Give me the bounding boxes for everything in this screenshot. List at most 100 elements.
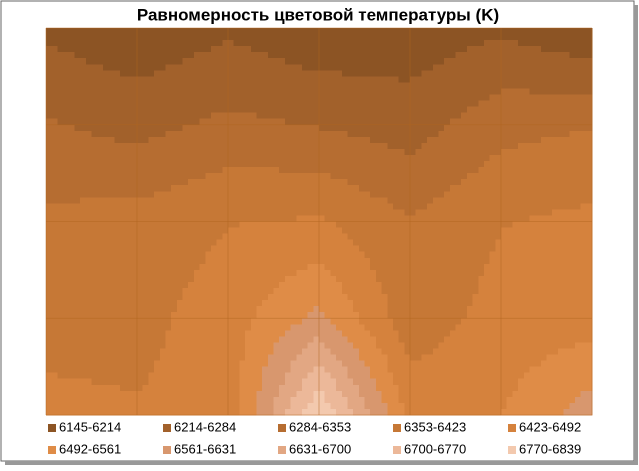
contour-cell (398, 28, 405, 35)
contour-cell (119, 185, 127, 192)
contour-cell (421, 148, 428, 156)
contour-cell (518, 191, 525, 198)
contour-cell (108, 378, 115, 386)
contour-cell (51, 372, 58, 380)
contour-cell (51, 185, 58, 192)
contour-cell (489, 197, 496, 204)
contour-cell (586, 245, 593, 253)
contour-cell (97, 70, 104, 77)
contour-cell (142, 179, 149, 186)
contour-cell (284, 245, 292, 253)
contour-cell (216, 185, 223, 192)
contour-cell (563, 142, 570, 150)
contour-cell (262, 136, 269, 144)
contour-cell (552, 148, 559, 156)
contour-cell (358, 34, 366, 41)
contour-cell (557, 112, 565, 120)
contour-cell (574, 251, 582, 259)
contour-cell (404, 312, 411, 319)
contour-cell (523, 257, 531, 265)
contour-cell (250, 185, 258, 192)
contour-cell (222, 173, 229, 180)
contour-cell (535, 191, 542, 198)
contour-cell (159, 263, 167, 271)
contour-cell (529, 130, 536, 138)
contour-cell (586, 294, 593, 301)
contour-cell (239, 312, 246, 319)
contour-cell (131, 390, 138, 398)
contour-cell (188, 342, 195, 350)
contour-cell (432, 88, 440, 96)
contour-cell (74, 28, 81, 35)
contour-cell (176, 294, 184, 301)
contour-cell (148, 251, 155, 259)
contour-cell (85, 154, 93, 162)
contour-cell (529, 239, 536, 247)
contour-cell (586, 167, 593, 174)
contour-cell (176, 124, 184, 132)
contour-cell (182, 154, 189, 162)
contour-cell (250, 34, 258, 41)
contour-cell (501, 118, 508, 126)
contour-cell (222, 233, 229, 241)
contour-cell (489, 203, 496, 211)
contour-cell (319, 76, 326, 84)
contour-cell (483, 106, 491, 114)
contour-cell (347, 76, 354, 84)
contour-cell (324, 112, 331, 120)
contour-cell (370, 300, 377, 307)
contour-cell (125, 154, 132, 162)
contour-cell (392, 64, 400, 71)
contour-cell (51, 360, 58, 368)
contour-cell (347, 82, 354, 90)
contour-cell (119, 408, 127, 416)
contour-cell (546, 239, 553, 247)
contour-cell (563, 124, 570, 132)
contour-cell (85, 288, 93, 295)
contour-cell (421, 239, 428, 247)
contour-cell (518, 161, 525, 168)
contour-cell (199, 100, 206, 108)
contour-cell (279, 154, 286, 162)
contour-cell (461, 52, 468, 59)
contour-cell (239, 275, 246, 283)
contour-cell (233, 203, 240, 211)
contour-cell (529, 191, 536, 198)
contour-cell (336, 306, 343, 313)
contour-cell (501, 76, 508, 84)
contour-cell (114, 408, 121, 416)
contour-cell (501, 239, 508, 247)
contour-cell (114, 130, 121, 138)
contour-cell (182, 203, 189, 211)
contour-cell (114, 28, 121, 35)
contour-cell (284, 191, 292, 198)
contour-cell (290, 82, 297, 90)
contour-cell (273, 203, 280, 211)
contour-cell (131, 281, 138, 289)
contour-cell (449, 52, 457, 59)
contour-cell (324, 34, 331, 41)
contour-cell (102, 52, 110, 59)
contour-cell (290, 203, 297, 211)
contour-cell (364, 245, 371, 253)
contour-cell (546, 179, 553, 186)
contour-cell (341, 70, 349, 77)
contour-cell (387, 94, 394, 102)
contour-cell (427, 100, 434, 108)
contour-cell (501, 245, 508, 253)
contour-cell (250, 179, 258, 186)
contour-cell (91, 179, 98, 186)
contour-cell (63, 360, 70, 368)
contour-cell (580, 197, 587, 204)
contour-cell (392, 197, 400, 204)
contour-cell (210, 76, 218, 84)
contour-cell (324, 58, 331, 65)
contour-cell (108, 245, 115, 253)
contour-cell (404, 40, 411, 47)
contour-cell (552, 112, 559, 120)
contour-cell (512, 288, 519, 295)
contour-cell (324, 215, 331, 223)
contour-cell (142, 348, 149, 356)
contour-cell (415, 88, 422, 96)
contour-cell (210, 275, 218, 283)
